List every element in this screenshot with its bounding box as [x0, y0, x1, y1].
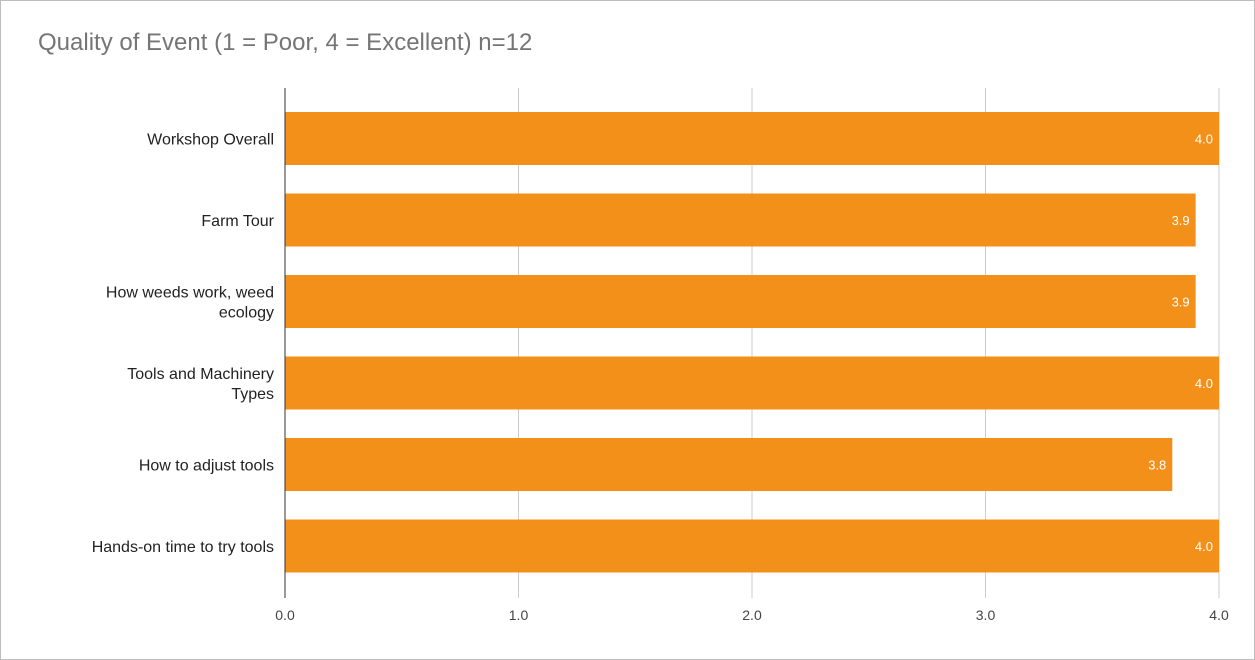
category-label: Farm Tour	[201, 213, 274, 230]
category-label: Types	[231, 386, 274, 403]
data-label: 4.0	[1195, 376, 1213, 391]
bar	[285, 519, 1219, 573]
chart-title: Quality of Event (1 = Poor, 4 = Excellen…	[38, 29, 533, 56]
x-tick-label: 0.0	[275, 607, 295, 623]
bar	[285, 438, 1173, 491]
category-label: ecology	[219, 305, 274, 322]
x-tick-label: 3.0	[976, 607, 996, 623]
x-tick-label: 4.0	[1209, 607, 1229, 623]
bar	[285, 275, 1196, 328]
bar	[285, 112, 1219, 165]
bar	[285, 193, 1196, 247]
data-label: 3.9	[1172, 295, 1190, 310]
category-label: How to adjust tools	[139, 458, 274, 475]
data-label: 4.0	[1195, 539, 1213, 554]
data-label: 3.9	[1172, 213, 1190, 228]
bar	[285, 356, 1219, 410]
x-tick-label: 2.0	[742, 607, 762, 623]
data-label: 3.8	[1148, 458, 1166, 473]
category-label: Tools and Machinery	[127, 366, 274, 383]
category-label: Workshop Overall	[147, 132, 274, 149]
category-label: How weeds work, weed	[106, 285, 274, 302]
category-label: Hands-on time to try tools	[92, 539, 274, 556]
x-tick-label: 1.0	[509, 607, 529, 623]
data-label: 4.0	[1195, 132, 1213, 147]
